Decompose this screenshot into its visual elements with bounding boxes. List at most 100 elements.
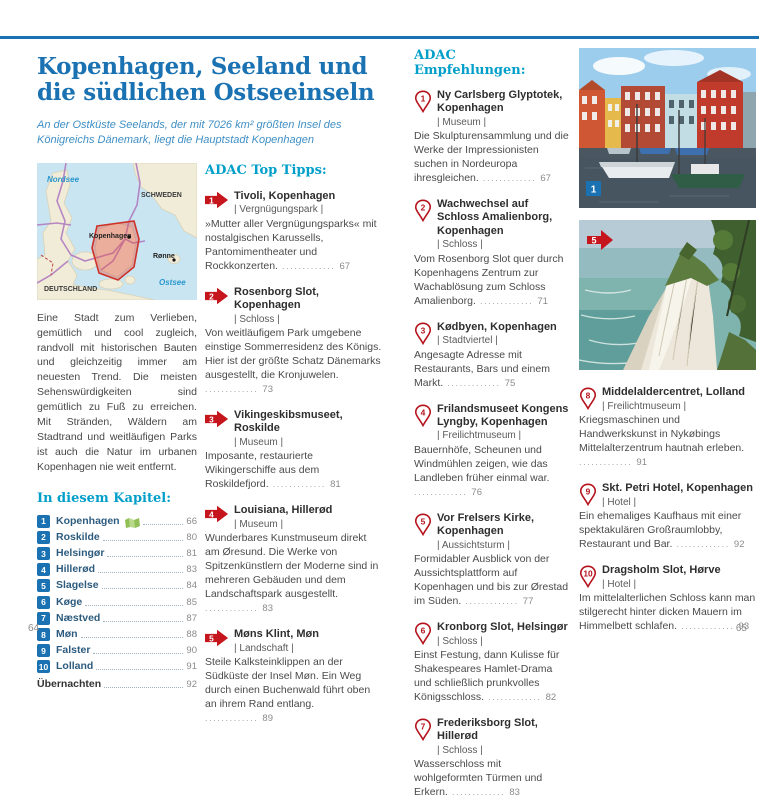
- svg-text:8: 8: [586, 391, 591, 401]
- entry-title: Ny Carlsberg Glyptotek, Kopenhagen: [437, 89, 563, 115]
- entry-page-ref: 82: [545, 692, 557, 704]
- empfehlung-entry: 1 Ny Carlsberg Glyptotek, Kopenhagen Museu…: [414, 89, 571, 186]
- chapter-name: Køge: [56, 595, 83, 608]
- entry-description: Imposante, restaurierte Wikingerschiffe …: [205, 450, 382, 492]
- entry-title: Wachwechsel auf Schloss Amalienborg, Kop…: [437, 198, 553, 237]
- entry-page-ref: 67: [540, 173, 551, 185]
- page-number-left: 64: [28, 623, 40, 634]
- entry-category: Hotel: [602, 497, 753, 508]
- dot-leader: [476, 296, 538, 306]
- chapter-number-badge: 3: [37, 547, 50, 561]
- svg-text:5: 5: [421, 516, 426, 526]
- chapter-heading: In diesem Kapitel:: [37, 490, 171, 506]
- dot-leader: [461, 596, 523, 606]
- chapter-page-ref: 92: [186, 679, 197, 691]
- chapter-page-ref: 87: [186, 612, 197, 624]
- location-pin-icon: 9: [579, 483, 597, 506]
- entry-title: Frederiksborg Slot, Hillerød: [437, 716, 538, 743]
- entry-page-ref: 92: [733, 539, 745, 551]
- chapter-name: Übernachten: [37, 678, 102, 691]
- dot-leader: [479, 173, 541, 183]
- top-tipps-heading: ADAC Top Tipps:: [205, 162, 327, 178]
- dot-leader: [85, 604, 184, 606]
- location-pin-icon: 5: [414, 513, 432, 536]
- region-map: Nordsee SCHWEDEN DEUTSCHLAND Ostsee Kope…: [37, 162, 197, 300]
- chapter-row: 5 Slagelse 84: [37, 579, 197, 593]
- location-pin-icon: 2: [414, 199, 432, 223]
- entry-category: Schloss: [437, 239, 571, 250]
- svg-text:1: 1: [591, 185, 597, 196]
- chapter-row: 7 Næstved 87: [37, 611, 197, 625]
- chapter-row: 3 Helsingør 81: [37, 547, 197, 561]
- chapter-row: 8 Møn 88: [37, 628, 197, 642]
- empfehlung-entry: 7 Frederiksborg Slot, Hillerød Schloss Wass…: [414, 717, 571, 800]
- svg-text:3: 3: [421, 325, 426, 335]
- map-label-ronne: Rønne: [153, 253, 175, 260]
- empfehlung-entry: 9 Skt. Petri Hotel, Kopenhagen Hotel Ein eh…: [579, 482, 756, 552]
- chapter-name: Roskilde: [56, 530, 100, 543]
- dot-leader: [103, 620, 184, 622]
- entry-category: Museum: [437, 117, 571, 128]
- entry-description: Von weitläufigem Park umgebene einstige …: [205, 327, 382, 397]
- entry-description: Im mittelalterlichen Schloss kann man st…: [579, 592, 756, 634]
- entry-category: Stadtviertel: [437, 335, 557, 346]
- chapter-row-uebernachten: Übernachten 92: [37, 678, 197, 691]
- empfehlung-entry: 2 Wachwechsel auf Schloss Amalienborg, Ko…: [414, 198, 571, 308]
- svg-text:5: 5: [591, 236, 596, 246]
- entry-category: Schloss: [437, 636, 568, 647]
- chapter-row: 10 Lolland 91: [37, 660, 197, 674]
- svg-text:2: 2: [209, 291, 214, 301]
- svg-text:9: 9: [586, 487, 591, 497]
- location-pin-icon: 10: [579, 565, 597, 589]
- entry-description: Wasserschloss mit wohlgeformten Türmen u…: [414, 758, 571, 800]
- map-highlight-seeland: [91, 219, 140, 281]
- red-arrow-badge: 2: [205, 287, 229, 305]
- empfehlung-entry: 5 Vor Frelsers Kirke, Kopenhagen Aussichts…: [414, 512, 571, 609]
- dot-leader: [205, 713, 262, 723]
- entry-page-ref: 76: [471, 486, 482, 498]
- entry-description: Einst Festung, dann Kulisse für Shakespe…: [414, 649, 571, 705]
- top-tipp-entry: 5 Møns Klint, Møn Landschaft Steile Kalkste…: [205, 628, 382, 726]
- empfehlung-entry: 8 Middelaldercentret, Lolland Freilichtmus…: [579, 386, 756, 470]
- entry-title: Kronborg Slot, Helsingør: [437, 620, 568, 633]
- dot-leader: [98, 572, 184, 574]
- entry-title: Møns Klint, Møn: [234, 628, 319, 641]
- entry-description: Die Skulpturensammlung und die Werke der…: [414, 130, 571, 186]
- entry-description: Bauernhöfe, Scheunen und Windmühlen zeig…: [414, 444, 571, 500]
- chapter-number-badge: 4: [37, 563, 50, 577]
- chapter-name: Lolland: [56, 660, 94, 673]
- location-pin-icon: 3: [414, 322, 432, 345]
- entry-description: Vom Rosenborg Slot quer durch Kopenhagen…: [414, 253, 571, 309]
- chapter-row: 2 Roskilde 80: [37, 530, 197, 544]
- entry-title: Rosenborg Slot, Kopenhagen: [234, 285, 319, 311]
- dot-leader: [142, 523, 184, 525]
- entry-title: Tivoli, Kopenhagen: [234, 189, 336, 202]
- dot-leader: [102, 539, 184, 541]
- top-tipp-entry: 4 Louisiana, Hillerød Museum Wunderbares Ku…: [205, 504, 382, 616]
- chapter-row: 4 Hillerød 83: [37, 563, 197, 577]
- entry-page-ref: 93: [738, 621, 750, 633]
- svg-text:10: 10: [583, 569, 593, 579]
- entry-page-ref: 83: [509, 787, 520, 799]
- empfehlungen-heading: ADAC Empfehlungen:: [414, 48, 526, 78]
- map-icon: [124, 517, 140, 528]
- book-spread: Kopenhagen, Seeland und die südlichen Os…: [37, 48, 756, 812]
- entry-page-ref: 81: [330, 479, 341, 491]
- entry-category: Freilichtmuseum: [437, 430, 571, 441]
- chapter-index: In diesem Kapitel: 1 Kopenhagen 66 2 Roskild…: [37, 491, 197, 692]
- dot-leader: [205, 603, 262, 613]
- chapter-page-ref: 91: [186, 661, 197, 673]
- entry-category: Aussichtsturm: [437, 540, 571, 551]
- dot-leader: [579, 457, 636, 467]
- entry-description: Steile Kalksteinklippen an der Südküste …: [205, 656, 382, 726]
- dot-leader: [677, 621, 739, 631]
- page-number-right: 65: [735, 623, 747, 634]
- entry-title: Vor Frelsers Kirke, Kopenhagen: [437, 511, 535, 537]
- entry-description: Kriegsmaschinen und Handwerkskunst in Ny…: [579, 414, 756, 470]
- entry-title: Vikingeskibsmuseet, Roskilde: [234, 408, 343, 435]
- entry-title: Frilandsmuseet Kongens Lyngby, Kopenhage…: [437, 402, 569, 428]
- entry-category: Landschaft: [234, 643, 319, 654]
- entry-title: Skt. Petri Hotel, Kopenhagen: [602, 482, 753, 494]
- entry-category: Vergnügungspark: [234, 204, 335, 215]
- photo-badge-1: 1: [586, 181, 601, 196]
